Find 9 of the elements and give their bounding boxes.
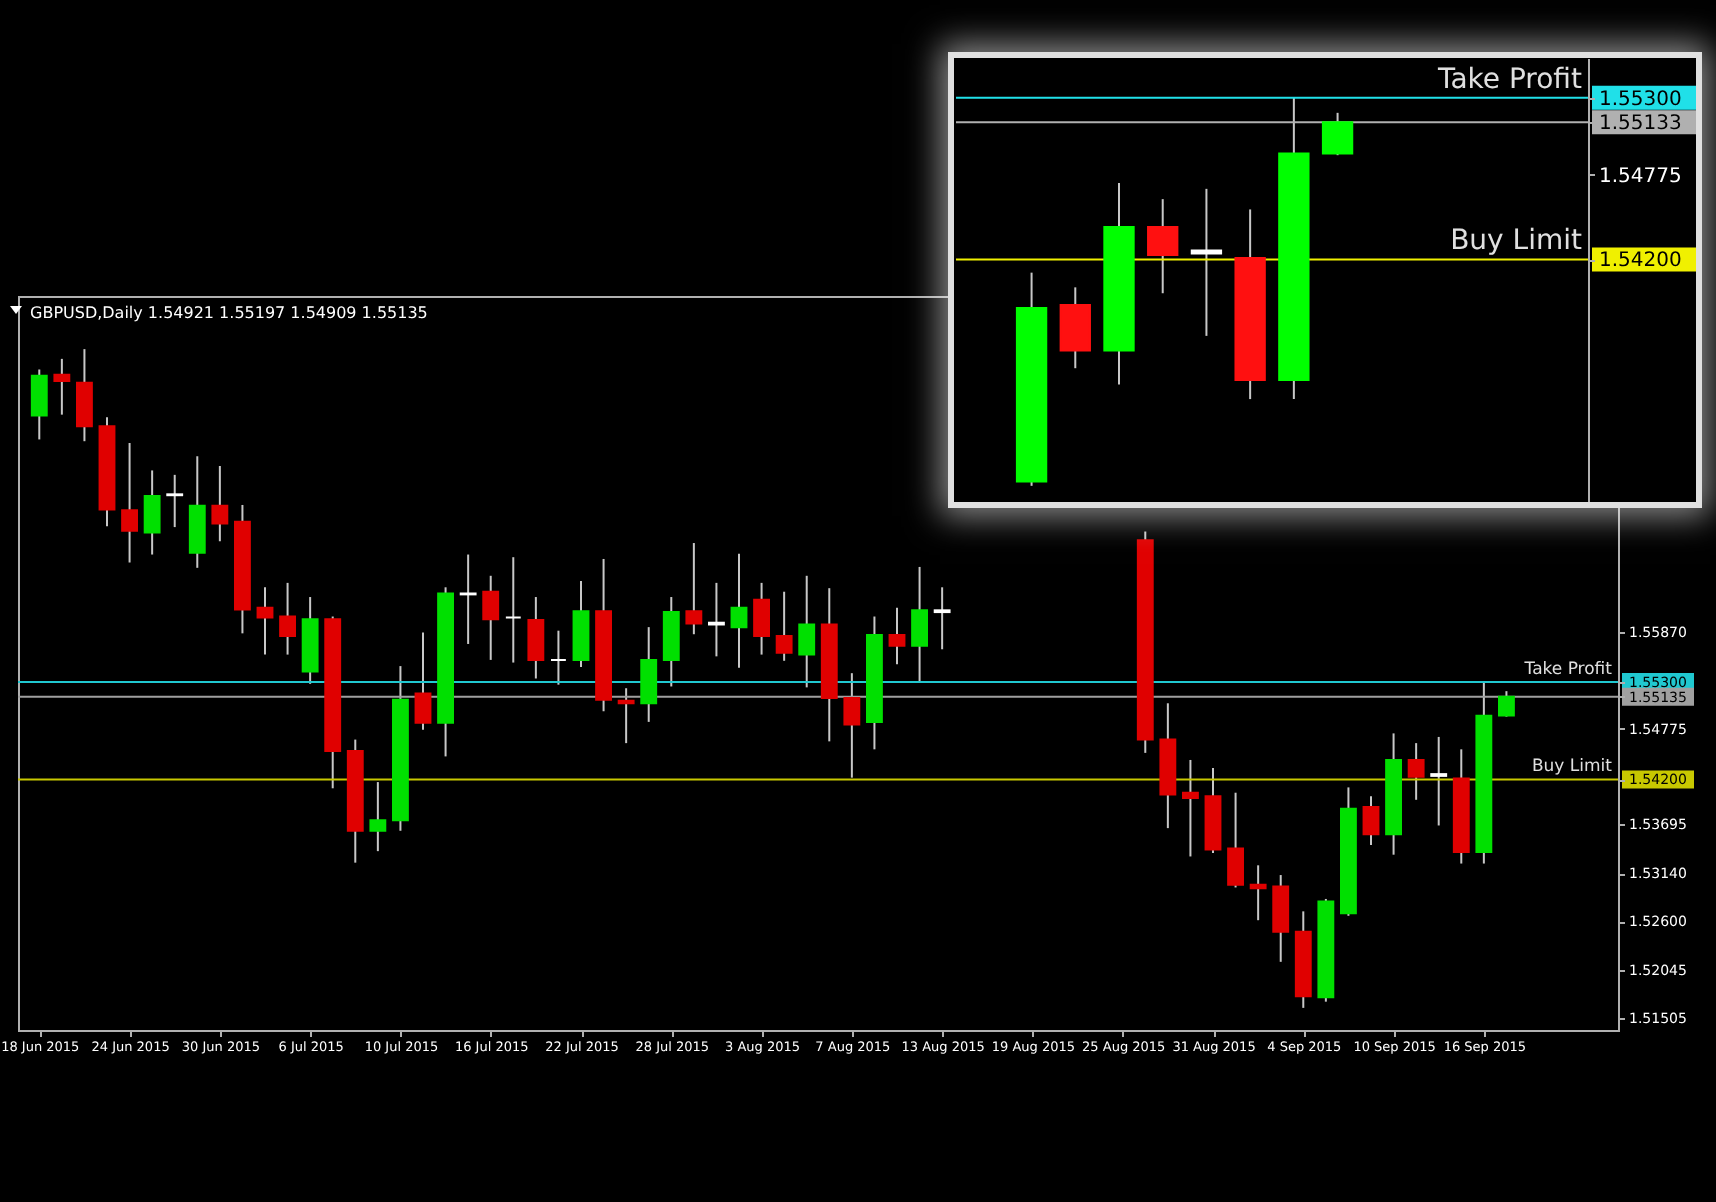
ref-line-label: Buy Limit bbox=[1531, 757, 1614, 778]
ref-line-label: Take Profit bbox=[1435, 63, 1583, 96]
ref-line-label: Take Profit bbox=[1522, 660, 1614, 681]
y-tick-label: 1.54200 bbox=[1599, 250, 1682, 273]
text: GBPUSD,Daily 1.54921 1.55197 1.54909 1.55135 bbox=[30, 304, 428, 322]
y-tick-label: 1.55300 bbox=[1599, 88, 1682, 111]
ref-line-label: Buy Limit bbox=[1450, 225, 1584, 258]
y-tick-label: 1.55133 bbox=[1599, 113, 1682, 136]
y-tick-label: 1.54775 bbox=[1599, 165, 1682, 188]
